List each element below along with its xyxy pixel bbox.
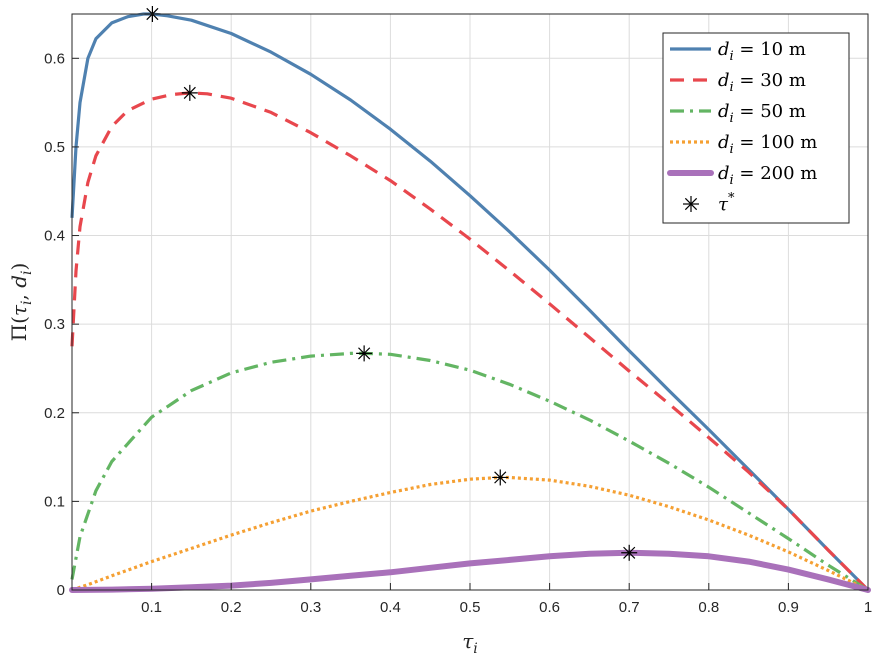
series-layer bbox=[69, 12, 871, 593]
legend-label-3: di = 100 m bbox=[718, 132, 817, 157]
legend-label-optimum: τ* bbox=[718, 191, 735, 215]
series-line-1 bbox=[70, 91, 870, 592]
series-line-4 bbox=[69, 549, 871, 593]
x-tick-label: 0.7 bbox=[619, 599, 640, 616]
legend-label-1: di = 30 m bbox=[718, 70, 806, 95]
legend: di = 10 m di = 30 m di = 50 m di = 100 m di … bbox=[662, 32, 850, 224]
optimum-marker bbox=[356, 345, 373, 362]
y-tick-label: 0.3 bbox=[44, 316, 65, 333]
x-axis-label: τi bbox=[462, 629, 478, 656]
x-tick-label: 0.3 bbox=[300, 599, 321, 616]
x-tick-label: 0.9 bbox=[778, 599, 799, 616]
ticks: 0.1 0.2 0.3 0.4 0.5 0.6 0.7 0.8 0.9 1 0 0.1 0.2 0.3 0.… bbox=[44, 50, 872, 616]
y-axis-label: Π(τi, di) bbox=[7, 263, 35, 342]
x-tick-label: 0.5 bbox=[460, 599, 481, 616]
y-tick-label: 0 bbox=[57, 582, 65, 599]
optimum-marker bbox=[621, 544, 638, 561]
series-line-0 bbox=[70, 12, 870, 592]
legend-label-2: di = 50 m bbox=[718, 101, 806, 126]
x-tick-label: 1 bbox=[864, 599, 872, 616]
x-tick-label: 0.2 bbox=[221, 599, 242, 616]
series-line-3 bbox=[71, 475, 869, 592]
y-tick-label: 0.4 bbox=[44, 228, 65, 245]
y-tick-label: 0.2 bbox=[44, 405, 65, 422]
legend-marker-swatch bbox=[683, 196, 699, 212]
optimum-marker bbox=[181, 84, 198, 101]
x-tick-label: 0.6 bbox=[539, 599, 560, 616]
legend-box bbox=[662, 32, 850, 224]
x-tick-label: 0.8 bbox=[698, 599, 719, 616]
legend-label-0: di = 10 m bbox=[718, 39, 806, 64]
y-tick-label: 0.5 bbox=[44, 139, 65, 156]
legend-label-4: di = 200 m bbox=[718, 163, 817, 188]
x-tick-label: 0.4 bbox=[380, 599, 401, 616]
x-tick-label: 0.1 bbox=[141, 599, 162, 616]
series-line-2 bbox=[70, 351, 869, 592]
optimum-marker bbox=[492, 469, 509, 486]
y-tick-label: 0.6 bbox=[44, 50, 65, 67]
y-tick-label: 0.1 bbox=[44, 493, 65, 510]
